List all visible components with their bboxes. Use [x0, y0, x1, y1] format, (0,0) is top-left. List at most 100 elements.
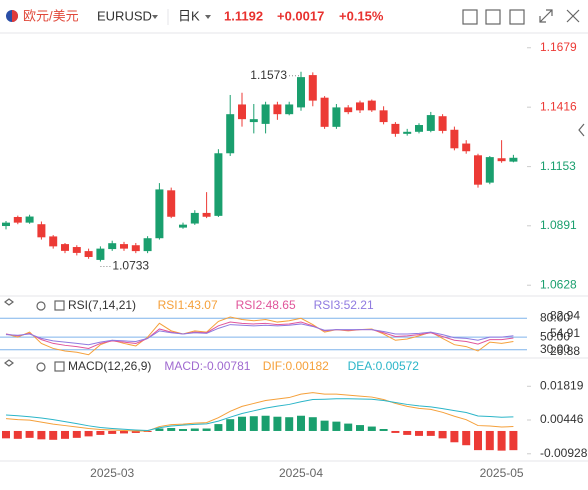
- high-label: 1.1573: [250, 68, 287, 82]
- macd-bar: [238, 416, 246, 431]
- candle-body: [238, 104, 246, 120]
- candle-body: [497, 158, 506, 162]
- macd-bar: [509, 430, 518, 451]
- change-pct: +0.15%: [339, 8, 384, 23]
- candle-body: [84, 251, 93, 257]
- candle-body: [25, 216, 34, 223]
- candle-body: [379, 110, 388, 123]
- settings-icon[interactable]: [36, 362, 46, 372]
- candle-body: [13, 216, 22, 223]
- y-tick-label: 30.00: [540, 342, 570, 356]
- legend-entry: RSI3:52.21: [314, 298, 374, 312]
- dropdown-arrow[interactable]: [205, 15, 211, 19]
- macd-bar: [2, 430, 10, 439]
- legend-entry: RSI1:43.07: [158, 298, 218, 312]
- candle-body: [179, 224, 187, 228]
- candle-body: [367, 100, 376, 111]
- collapse-icon[interactable]: [4, 359, 14, 367]
- candle-body: [344, 107, 353, 113]
- macd-bar: [261, 415, 270, 431]
- flag-icon-half: [12, 10, 18, 22]
- y-value-label: 82.94: [550, 309, 580, 323]
- macd-bar: [273, 416, 282, 431]
- macd-bar: [61, 430, 69, 439]
- legend-entry: DIF:0.00182: [263, 359, 329, 373]
- macd-bar: [285, 417, 294, 431]
- candle-body: [391, 123, 400, 134]
- x-tick-label: 2025-04: [279, 466, 323, 480]
- candle-body: [131, 245, 140, 252]
- y-tick-label: 1.1153: [540, 159, 576, 173]
- macd-bar: [367, 426, 376, 431]
- candle-body: [2, 222, 10, 227]
- toggle-icon[interactable]: [54, 361, 65, 372]
- macd-bar: [403, 430, 412, 435]
- macd-bar: [450, 430, 459, 443]
- candle-body: [450, 129, 459, 149]
- y-value-label: 26.88: [550, 344, 580, 358]
- price: 1.1192: [224, 8, 263, 23]
- legend-entry: MACD:-0.00781: [164, 359, 250, 373]
- candle-body: [261, 104, 270, 124]
- fullscreen-button[interactable]: [539, 9, 553, 23]
- candle-body: [49, 236, 58, 247]
- rsi-line: [5, 321, 514, 349]
- dropdown-arrow[interactable]: [152, 15, 158, 19]
- y-tick-label: 1.0891: [540, 218, 577, 232]
- macd-bar: [120, 430, 128, 434]
- side-panel-toggle[interactable]: [578, 123, 585, 137]
- rsi-line: [5, 316, 514, 356]
- macd-bar: [49, 430, 58, 440]
- low-label: 1.0733: [112, 259, 149, 273]
- y-tick-label: 1.1416: [540, 99, 577, 113]
- close-button[interactable]: [566, 9, 580, 23]
- change: +0.0017: [277, 8, 324, 23]
- draw-button[interactable]: [485, 9, 501, 25]
- macd-bar: [415, 430, 423, 436]
- candle-body: [426, 115, 435, 131]
- candle-body: [120, 244, 128, 249]
- toggle-icon[interactable]: [54, 300, 65, 311]
- candle-body: [202, 212, 211, 217]
- candle-body: [509, 157, 518, 162]
- indicator-title: MACD(12,26,9): [68, 359, 151, 373]
- y-tick-label: 50.00: [540, 329, 570, 343]
- symbol[interactable]: EURUSD: [97, 8, 152, 23]
- x-tick-label: 2025-03: [90, 466, 134, 480]
- rsi-line: [5, 323, 514, 346]
- candle-body: [485, 157, 494, 183]
- candle-body: [462, 143, 471, 152]
- collapse-icon[interactable]: [4, 298, 14, 306]
- candle-body: [61, 244, 69, 251]
- macd-bar: [96, 430, 105, 435]
- settings-icon[interactable]: [36, 301, 46, 311]
- legend-entry: RSI2:48.65: [236, 298, 296, 312]
- macd-bar: [356, 425, 364, 431]
- settings-button[interactable]: [509, 9, 525, 25]
- macd-bar: [13, 430, 22, 439]
- candle-body: [72, 247, 81, 253]
- y-tick-label: -0.00928: [540, 446, 588, 460]
- macd-bar: [474, 430, 482, 451]
- macd-bar: [167, 428, 176, 431]
- candle-body: [108, 243, 117, 250]
- macd-bar: [190, 428, 199, 431]
- macd-line: [5, 392, 514, 432]
- candle-body: [474, 155, 482, 185]
- macd-bar: [202, 428, 211, 431]
- candle-body: [308, 75, 317, 101]
- y-tick-label: 1.0628: [540, 277, 577, 291]
- toolbar-icons: [462, 9, 580, 25]
- macd-bar: [155, 428, 164, 431]
- candle-body: [273, 104, 282, 115]
- candle-body: [403, 131, 412, 134]
- candle-body: [285, 104, 294, 115]
- candle-body: [249, 119, 258, 123]
- macd-bar: [438, 430, 447, 439]
- macd-bar: [108, 430, 117, 434]
- macd-bar: [485, 430, 494, 451]
- macd-bar: [391, 430, 400, 433]
- indicator-button[interactable]: [462, 9, 478, 25]
- period[interactable]: 日K: [178, 8, 200, 23]
- pair-name[interactable]: 欧元/美元: [23, 8, 79, 23]
